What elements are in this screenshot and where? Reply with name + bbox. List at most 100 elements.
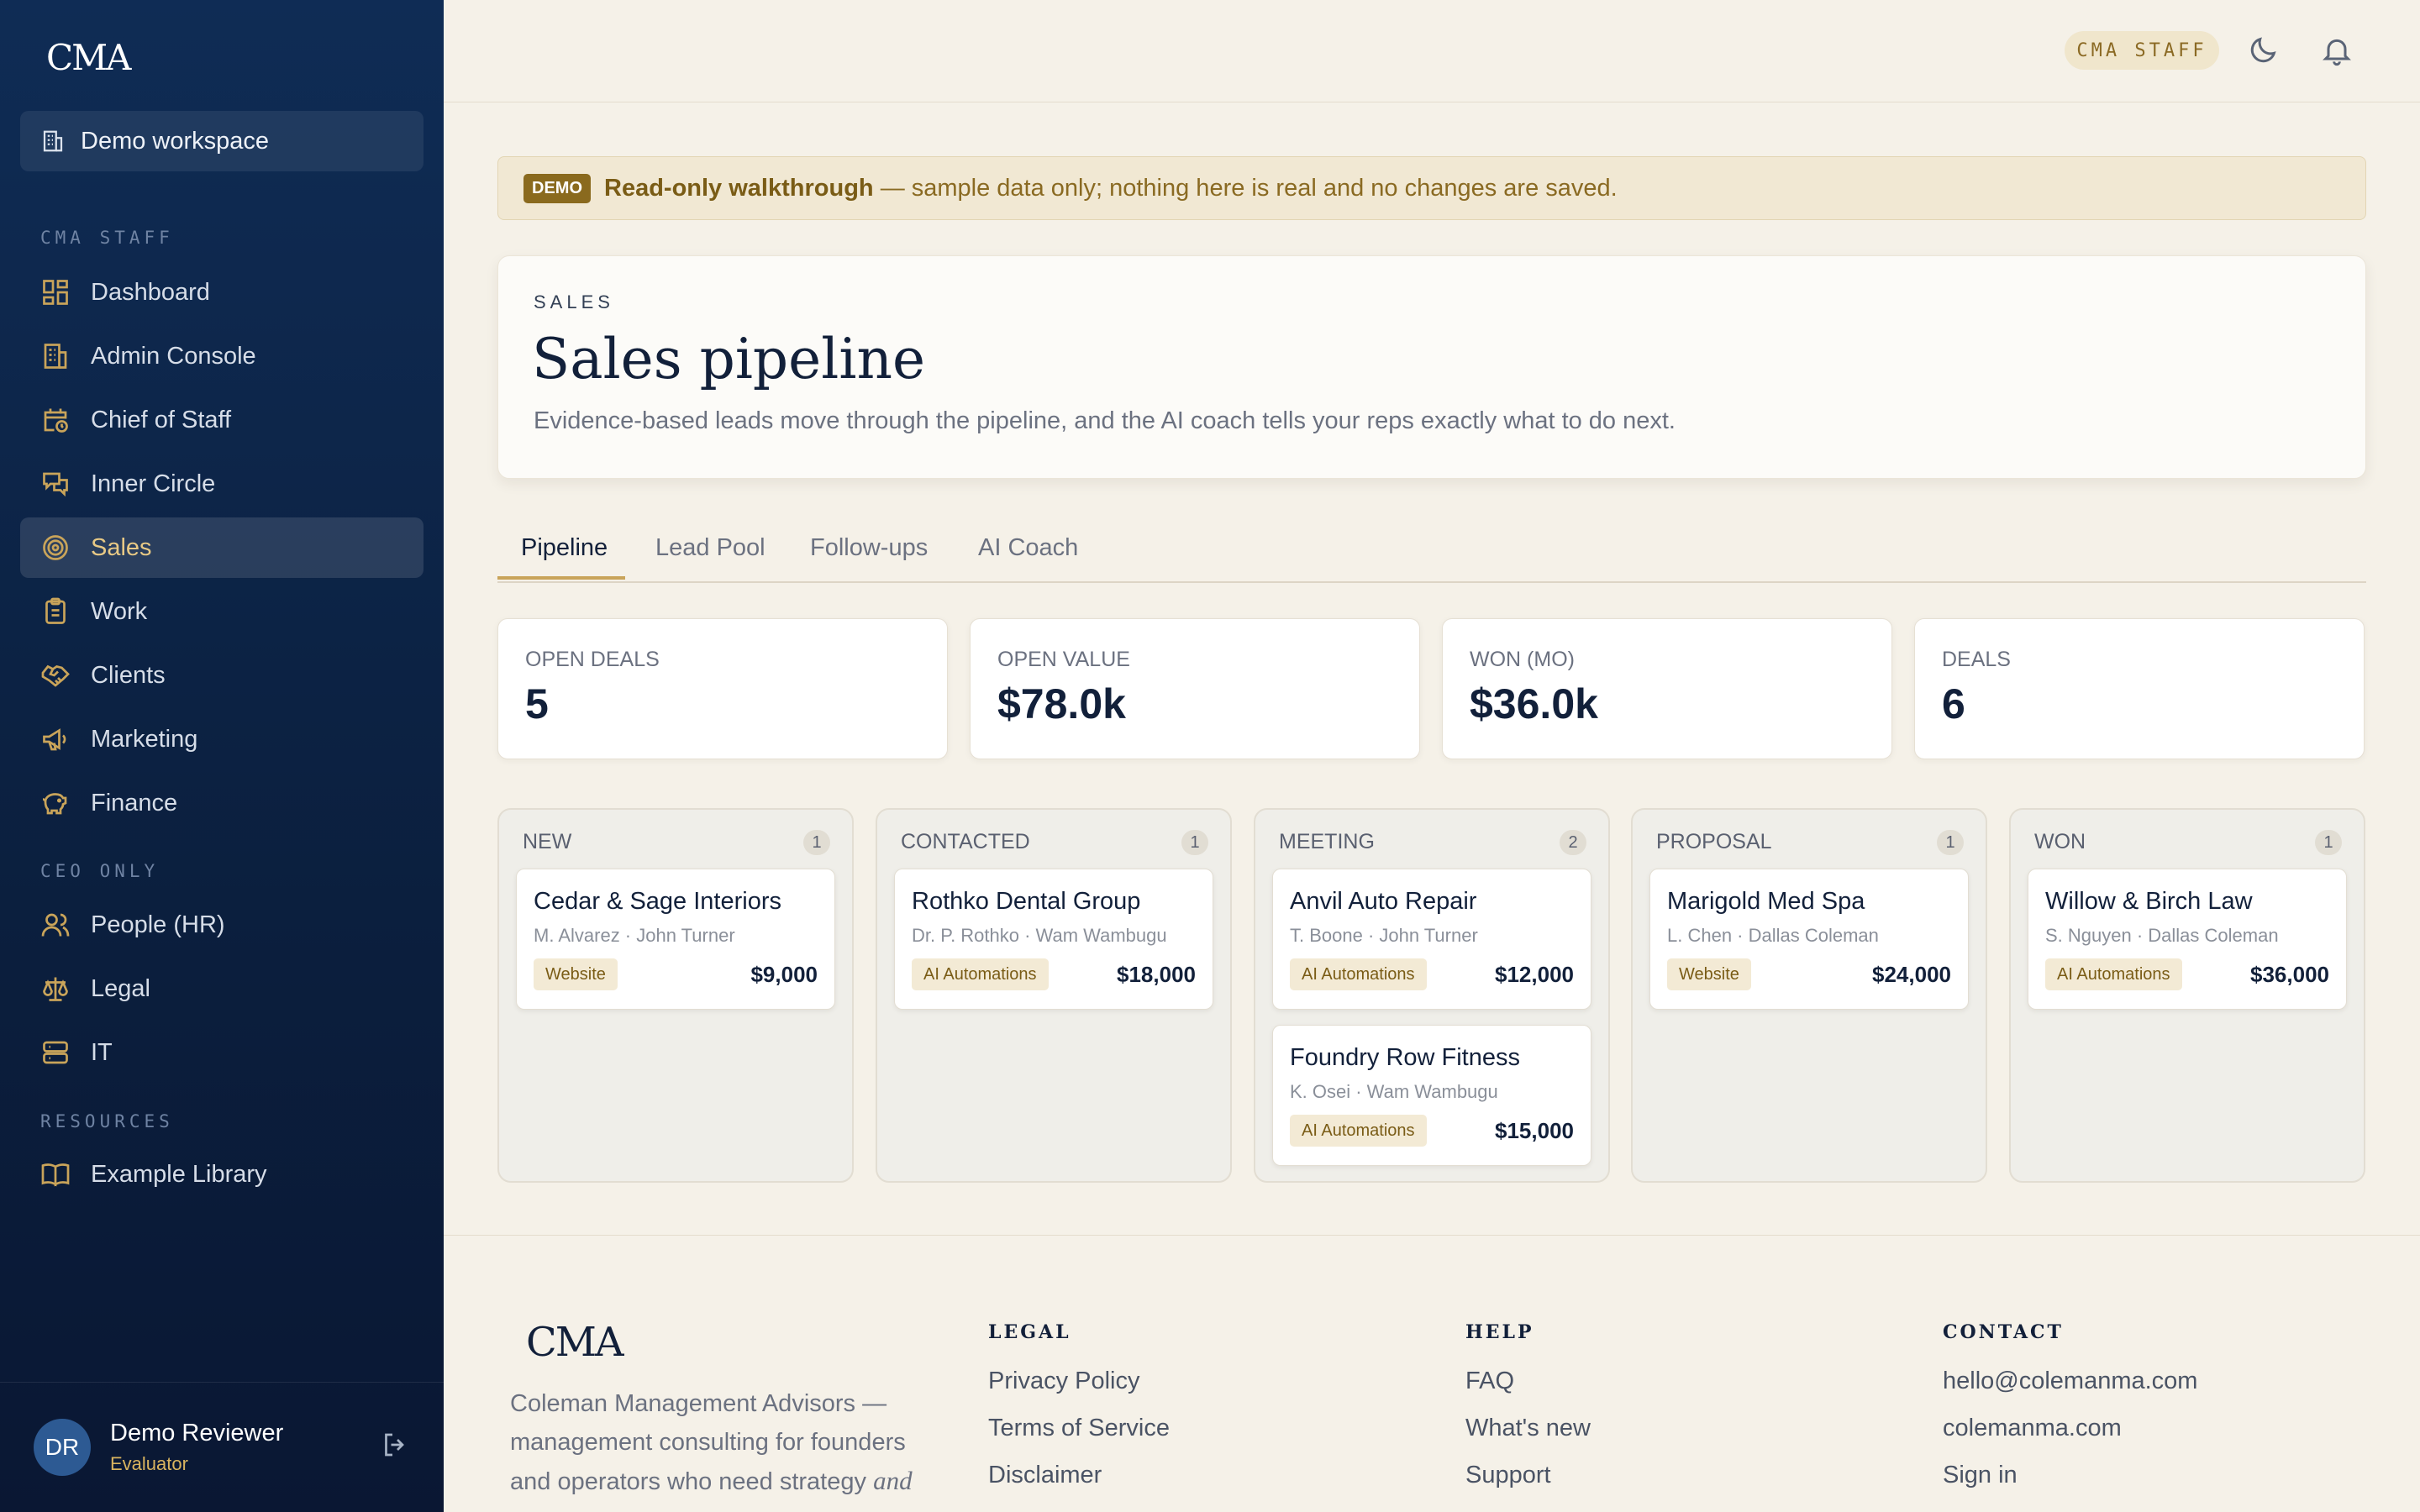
deal-amount: $15,000 [1495, 1118, 1574, 1143]
site-footer [444, 1235, 2420, 1512]
staff-badge: CMA STAFF [2065, 31, 2219, 70]
banner-text: Read-only walkthrough — sample data only… [604, 175, 1618, 202]
active-tab-indicator [497, 576, 625, 580]
sidebar-item-work[interactable]: Work [20, 581, 424, 642]
moon-icon[interactable] [2246, 34, 2280, 67]
deal-contacts: L. Chen · Dallas Coleman [1667, 925, 1879, 946]
stat-card-won-mo: WON (MO) $36.0k [1442, 618, 1892, 759]
book-icon [41, 1163, 70, 1187]
sidebar-item-label: Dashboard [91, 278, 210, 306]
sidebar-item-legal[interactable]: Legal [20, 958, 424, 1019]
deal-service-tag: Website [1667, 958, 1751, 990]
footer-link-sign-in[interactable]: Sign in [1943, 1462, 2018, 1488]
sidebar-item-label: IT [91, 1038, 113, 1066]
page-eyebrow: SALES [534, 291, 614, 312]
pipeline-column-meeting: MEETING 2 Anvil Auto Repair T. Boone · J… [1254, 808, 1610, 1183]
column-count-badge: 1 [803, 830, 830, 855]
page-header-card: SALES Sales pipeline Evidence-based lead… [497, 255, 2366, 479]
sidebar-item-label: Example Library [91, 1160, 267, 1188]
stat-value: 6 [1942, 680, 1965, 727]
column-title: NEW [523, 830, 572, 853]
deal-card[interactable]: Marigold Med Spa L. Chen · Dallas Colema… [1649, 869, 1969, 1010]
deal-amount: $18,000 [1117, 962, 1196, 987]
sidebar-item-clients[interactable]: Clients [20, 645, 424, 706]
tab-bar: Pipeline Lead Pool Follow-ups AI Coach [497, 512, 2366, 583]
deal-card[interactable]: Willow & Birch Law S. Nguyen · Dallas Co… [2028, 869, 2347, 1010]
sidebar-item-label: People (HR) [91, 911, 225, 938]
sidebar-item-it[interactable]: IT [20, 1022, 424, 1083]
clipboard-icon [45, 597, 66, 624]
sidebar-item-dashboard[interactable]: Dashboard [20, 262, 424, 323]
deal-amount: $12,000 [1495, 962, 1574, 987]
avatar[interactable]: DR [34, 1419, 91, 1476]
footer-link-whats-new[interactable]: What's new [1465, 1415, 1591, 1441]
column-count-badge: 1 [1937, 830, 1964, 855]
deal-amount: $36,000 [2250, 962, 2329, 987]
deal-amount: $24,000 [1872, 962, 1951, 987]
tab-lead-pool[interactable]: Lead Pool [655, 534, 765, 561]
column-count-badge: 1 [2315, 830, 2342, 855]
deal-name: Rothko Dental Group [912, 888, 1141, 915]
deal-card[interactable]: Cedar & Sage Interiors M. Alvarez · John… [516, 869, 835, 1010]
footer-heading-help: HELP [1465, 1321, 1534, 1343]
building-icon [43, 130, 63, 152]
stat-label: DEALS [1942, 648, 2011, 671]
tab-follow-ups[interactable]: Follow-ups [810, 534, 929, 561]
footer-logo[interactable]: CMA [526, 1319, 624, 1366]
deal-card[interactable]: Rothko Dental Group Dr. P. Rothko · Wam … [894, 869, 1213, 1010]
calendar-clock-icon [44, 408, 68, 433]
deal-amount: $9,000 [750, 962, 818, 987]
section-label-cma-staff: CMA STAFF [40, 228, 174, 248]
sidebar-item-inner-circle[interactable]: Inner Circle [20, 454, 424, 514]
deal-contacts: T. Boone · John Turner [1290, 925, 1478, 946]
workspace-label: Demo workspace [81, 127, 270, 155]
sidebar-item-example-library[interactable]: Example Library [20, 1144, 424, 1205]
footer-heading-legal: LEGAL [988, 1321, 1071, 1343]
stat-value: $78.0k [997, 680, 1126, 727]
footer-link-disclaimer[interactable]: Disclaimer [988, 1462, 1102, 1488]
tab-pipeline[interactable]: Pipeline [521, 534, 608, 561]
bell-icon[interactable] [2320, 34, 2354, 67]
sidebar-item-admin-console[interactable]: Admin Console [20, 326, 424, 386]
footer-link-privacy-policy[interactable]: Privacy Policy [988, 1368, 1140, 1394]
deal-contacts: K. Osei · Wam Wambugu [1290, 1081, 1498, 1102]
users-icon [41, 913, 70, 937]
deal-card[interactable]: Foundry Row Fitness K. Osei · Wam Wambug… [1272, 1025, 1591, 1166]
dashboard-grid-icon [43, 280, 68, 305]
user-name: Demo Reviewer [110, 1420, 284, 1446]
deal-card[interactable]: Anvil Auto Repair T. Boone · John Turner… [1272, 869, 1591, 1010]
server-icon [43, 1041, 68, 1064]
sidebar-logo[interactable]: CMA [46, 37, 131, 78]
stat-value: 5 [525, 680, 549, 727]
footer-blurb-italic: and [873, 1466, 913, 1495]
handshake-icon [41, 664, 70, 687]
sidebar-item-marketing[interactable]: Marketing [20, 709, 424, 769]
demo-banner: DEMO Read-only walkthrough — sample data… [497, 156, 2366, 220]
deal-name: Marigold Med Spa [1667, 888, 1865, 915]
sidebar-item-sales[interactable]: Sales [20, 517, 424, 578]
footer-link-email[interactable]: hello@colemanma.com [1943, 1368, 2198, 1394]
footer-link-website[interactable]: colemanma.com [1943, 1415, 2122, 1441]
footer-link-terms-of-service[interactable]: Terms of Service [988, 1415, 1170, 1441]
deal-service-tag: AI Automations [2045, 958, 2182, 990]
deal-service-tag: Website [534, 958, 618, 990]
stat-label: OPEN VALUE [997, 648, 1130, 671]
sidebar-item-chief-of-staff[interactable]: Chief of Staff [20, 390, 424, 450]
footer-blurb: Coleman Management Advisors — management… [510, 1384, 913, 1501]
column-count-badge: 2 [1560, 830, 1586, 855]
sidebar-item-people-hr[interactable]: People (HR) [20, 895, 424, 955]
sidebar-item-label: Work [91, 597, 148, 625]
logout-icon[interactable] [380, 1430, 410, 1460]
sidebar-item-label: Marketing [91, 725, 198, 753]
tab-ai-coach[interactable]: AI Coach [978, 534, 1079, 561]
footer-link-faq[interactable]: FAQ [1465, 1368, 1515, 1394]
piggy-bank-icon [42, 793, 67, 815]
sidebar-item-finance[interactable]: Finance [20, 773, 424, 833]
sidebar-item-label: Legal [91, 974, 150, 1002]
target-icon [43, 535, 68, 560]
page-subtitle: Evidence-based leads move through the pi… [534, 407, 1676, 434]
workspace-switcher[interactable]: Demo workspace [20, 111, 424, 171]
pipeline-column-new: NEW 1 Cedar & Sage Interiors M. Alvarez … [497, 808, 854, 1183]
footer-link-support[interactable]: Support [1465, 1462, 1551, 1488]
building-icon [44, 344, 67, 369]
